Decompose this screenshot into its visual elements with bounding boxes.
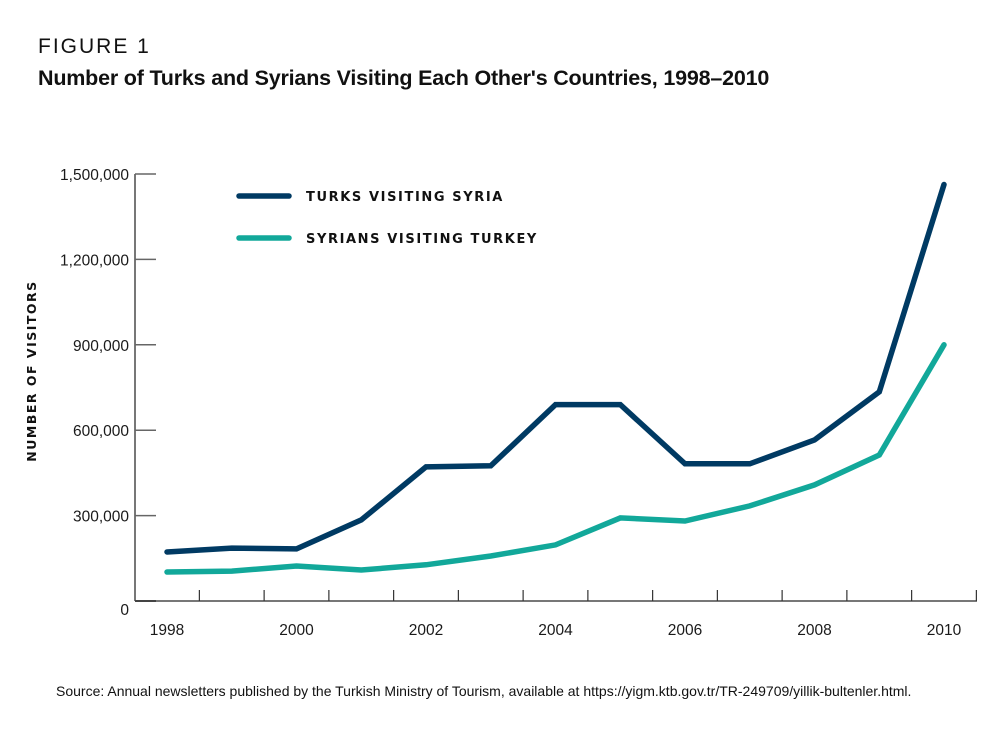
y-tick-label: 300,000 — [73, 509, 129, 526]
x-tick-label: 1998 — [150, 622, 184, 639]
y-axis-label: NUMBER OF VISITORS — [24, 280, 39, 461]
series-lines — [164, 181, 947, 575]
source-note: Source: Annual newsletters published by … — [56, 683, 912, 699]
y-tick-label: 1,200,000 — [60, 252, 129, 269]
legend: TURKS VISITING SYRIA SYRIANS VISITING TUR… — [236, 190, 538, 247]
chart-title: Number of Turks and Syrians Visiting Eac… — [38, 66, 770, 90]
legend-label: TURKS VISITING SYRIA — [306, 190, 504, 205]
x-axis-ticks: 1998 2000 2002 2004 2006 2008 2010 — [150, 590, 977, 639]
x-tick-label: 2006 — [668, 622, 702, 639]
y-axis-ticks: 0 300,000 600,000 900,000 1,200,000 1,500,000 — [60, 167, 156, 619]
x-tick-label: 2004 — [538, 622, 573, 639]
series-line-syrians-visiting-turkey — [164, 342, 947, 575]
x-tick-label: 2000 — [279, 622, 314, 639]
figure-label: FIGURE 1 — [38, 35, 151, 58]
y-tick-label: 900,000 — [73, 338, 129, 355]
axes — [134, 174, 977, 602]
x-tick-label: 2008 — [797, 622, 831, 639]
y-tick-label: 600,000 — [73, 423, 129, 440]
legend-label: SYRIANS VISITING TURKEY — [306, 232, 538, 247]
y-tick-label: 0 — [120, 602, 129, 619]
y-tick-label: 1,500,000 — [60, 167, 129, 184]
x-tick-label: 2002 — [409, 622, 443, 639]
x-tick-label: 2010 — [927, 622, 962, 639]
